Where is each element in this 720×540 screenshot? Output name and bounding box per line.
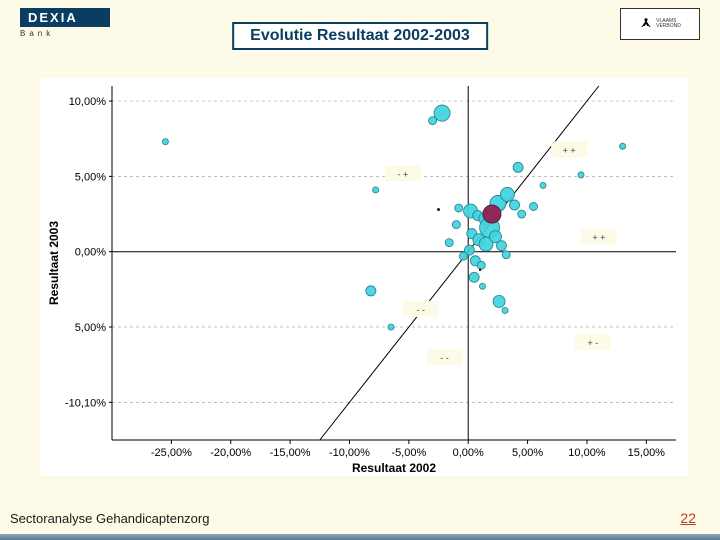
svg-text:0,00%: 0,00% — [75, 247, 106, 259]
svg-text:+ -: + - — [588, 338, 599, 348]
svg-text:+ +: + + — [592, 233, 605, 243]
footer-text: Sectoranalyse Gehandicaptenzorg — [10, 511, 209, 526]
svg-text:- -: - - — [416, 305, 425, 315]
svg-text:10,00%: 10,00% — [69, 96, 107, 108]
svg-text:Resultaat 2002: Resultaat 2002 — [352, 461, 436, 475]
footer-bar — [0, 534, 720, 540]
slide-title: Evolutie Resultaat 2002-2003 — [250, 27, 470, 44]
svg-text:5,00%: 5,00% — [75, 322, 106, 334]
svg-text:+ +: + + — [563, 145, 576, 155]
logo-left: DEXIA Bank — [20, 8, 110, 38]
svg-text:5,00%: 5,00% — [75, 171, 106, 183]
svg-text:Resultaat 2003: Resultaat 2003 — [47, 221, 61, 305]
svg-text:-5,00%: -5,00% — [391, 447, 426, 459]
logo-right: VLAAMSVERBOND — [620, 8, 700, 40]
figure-icon — [639, 17, 653, 31]
svg-text:-10,00%: -10,00% — [329, 447, 370, 459]
svg-text:-15,00%: -15,00% — [270, 447, 311, 459]
svg-text:0,00%: 0,00% — [453, 447, 484, 459]
logo-right-text: VLAAMSVERBOND — [656, 19, 681, 29]
page-number: 22 — [680, 510, 696, 526]
svg-text:- -: - - — [440, 353, 449, 363]
svg-text:15,00%: 15,00% — [628, 447, 666, 459]
svg-text:-20,00%: -20,00% — [210, 447, 251, 459]
logo-sub: Bank — [20, 29, 110, 38]
svg-text:5,00%: 5,00% — [512, 447, 543, 459]
logo-brand: DEXIA — [20, 8, 110, 27]
svg-text:-25,00%: -25,00% — [151, 447, 192, 459]
svg-text:- +: - + — [398, 169, 409, 179]
chart: Resultaat 2003 -10,10% 5,00% 0,00% 5,00% 10,0… — [40, 78, 688, 476]
slide-title-box: Evolutie Resultaat 2002-2003 — [232, 22, 488, 50]
svg-text:-10,10%: -10,10% — [65, 397, 106, 409]
svg-text:10,00%: 10,00% — [568, 447, 606, 459]
